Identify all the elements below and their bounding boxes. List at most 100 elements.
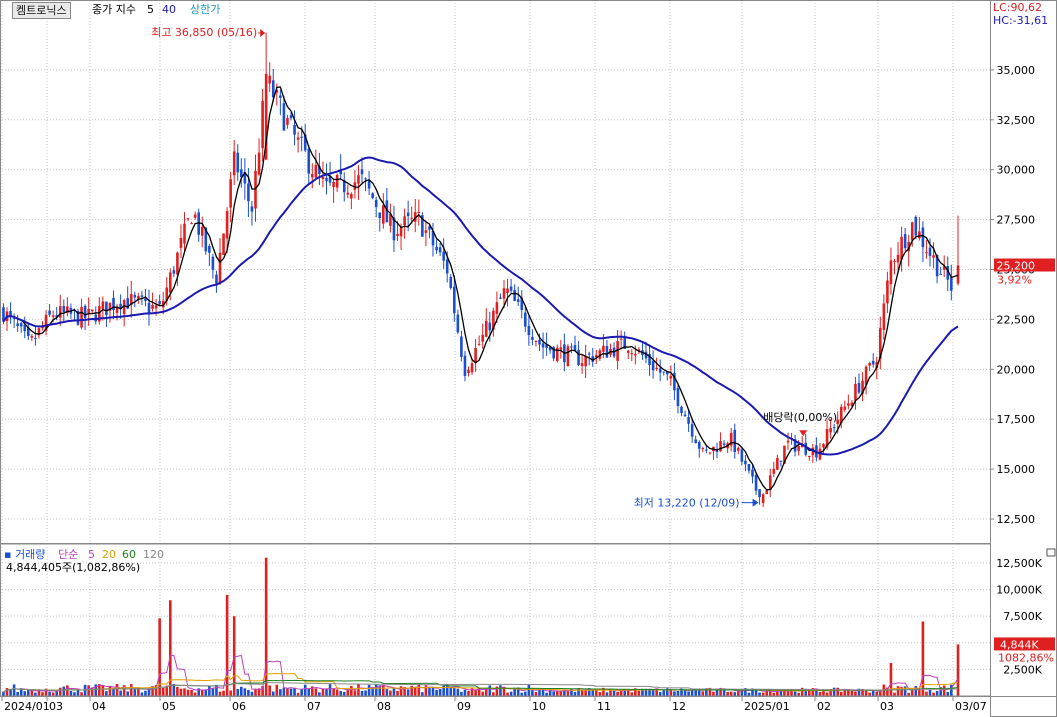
candle-body — [655, 367, 658, 370]
candle-body — [261, 100, 264, 149]
volume-bar — [115, 683, 119, 696]
volume-bar — [208, 685, 211, 696]
candle-body — [477, 343, 481, 345]
volume-bar — [623, 690, 627, 696]
volume-bar — [641, 688, 644, 696]
candle-body — [857, 382, 861, 393]
candle-body — [200, 226, 204, 236]
volume-bar — [932, 692, 935, 696]
volume-bar — [559, 690, 563, 696]
volume-bar — [282, 687, 286, 696]
candle-body — [456, 314, 460, 333]
candle-body — [147, 302, 151, 313]
candle-body — [772, 468, 776, 474]
candle-body — [435, 246, 438, 251]
candle-body — [552, 347, 556, 359]
candle-body — [786, 440, 790, 443]
volume-bar — [754, 690, 758, 696]
volume-bar — [598, 692, 602, 696]
volume-bar — [9, 689, 12, 696]
volume-bar — [137, 688, 140, 696]
candle-body — [286, 118, 289, 125]
candle-body — [119, 303, 122, 310]
volume-bar — [712, 691, 715, 696]
volume-bar — [875, 691, 879, 696]
min-price-arrow-icon — [752, 498, 759, 507]
candle-body — [832, 427, 836, 429]
candle-body — [893, 260, 896, 262]
candle-body — [783, 445, 786, 464]
candle-body — [616, 341, 619, 361]
candle-body — [499, 297, 502, 299]
volume-bar — [524, 691, 527, 696]
candle-body — [314, 164, 318, 178]
candle-body — [208, 245, 211, 253]
volume-bar — [800, 687, 804, 696]
volume-bar — [804, 688, 808, 696]
volume-bar — [864, 690, 868, 696]
candle-body — [687, 417, 690, 424]
volume-bar — [570, 688, 573, 696]
volume-bar — [453, 687, 456, 696]
volume-bar — [55, 691, 59, 696]
volume-bar — [648, 689, 651, 696]
volume-bar — [215, 684, 218, 696]
volume-bar — [683, 690, 687, 696]
volume-bar — [765, 690, 769, 696]
candle-body — [325, 177, 328, 182]
candle-body — [158, 300, 161, 304]
volume-bar — [37, 689, 41, 696]
volume-bar — [176, 686, 179, 696]
volume-bar — [392, 688, 396, 696]
volume-bar — [921, 621, 925, 696]
stock-name-selector[interactable]: 켐트로닉스 — [12, 2, 71, 19]
candle-body — [101, 301, 105, 309]
candle-body — [513, 290, 516, 301]
candle-body — [584, 355, 587, 367]
volume-bar — [2, 691, 5, 696]
candle-body — [651, 360, 655, 371]
volume-bar — [790, 689, 793, 696]
candle-body — [186, 218, 190, 220]
candle-body — [474, 348, 477, 363]
candle-body — [527, 325, 531, 336]
volume-bar — [776, 690, 779, 696]
price-tick-label: 32,500 — [997, 114, 1036, 127]
volume-bar — [619, 689, 623, 696]
volume-bar — [108, 686, 112, 696]
volume-bar — [421, 692, 424, 696]
candle-body — [98, 306, 101, 322]
candle-body — [666, 371, 669, 375]
candle-body — [829, 428, 832, 433]
volume-bar — [680, 688, 683, 696]
volume-ma120-label: 120 — [143, 548, 164, 561]
candle-body — [204, 227, 208, 252]
volume-bar — [939, 687, 942, 696]
volume-bar — [76, 689, 80, 696]
candle-body — [385, 200, 389, 223]
volume-bar — [541, 689, 545, 696]
date-tick-label: 03 — [49, 700, 63, 713]
candle-body — [169, 272, 172, 293]
candle-body — [424, 230, 428, 233]
candle-body — [300, 136, 303, 138]
candle-body — [417, 211, 421, 213]
candle-body — [193, 214, 197, 218]
volume-bar — [311, 686, 314, 696]
candle-body — [768, 475, 772, 490]
candle-body — [172, 270, 176, 274]
candle-body — [389, 213, 392, 226]
volume-bar — [637, 690, 641, 696]
volume-bar — [44, 688, 48, 696]
volume-bar — [66, 685, 69, 696]
candle-body — [410, 217, 414, 219]
volume-bar — [133, 689, 137, 696]
candle-body — [701, 448, 705, 450]
volume-bar — [247, 689, 250, 696]
volume-bar — [190, 689, 193, 696]
volume-bar — [371, 687, 374, 696]
volume-bar — [158, 618, 161, 696]
volume-tick-label: 12,500K — [996, 557, 1042, 570]
volume-bar — [193, 692, 197, 696]
